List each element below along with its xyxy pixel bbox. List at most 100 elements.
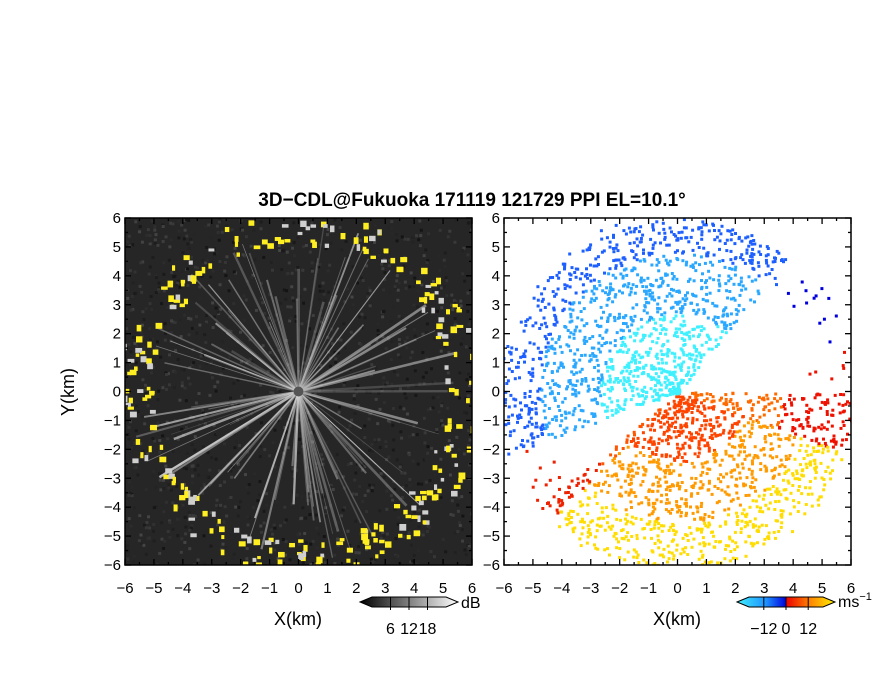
- snr-speckle: [410, 350, 414, 354]
- velocity-pixel: [677, 356, 681, 360]
- velocity-pixel: [753, 445, 757, 449]
- velocity-pixel: [672, 469, 676, 473]
- snr-echo-blob: [152, 349, 159, 355]
- velocity-pixel: [712, 278, 716, 282]
- velocity-pixel: [759, 425, 763, 429]
- velocity-pixel: [751, 462, 754, 466]
- velocity-pixel: [549, 332, 552, 336]
- snr-speckle: [231, 403, 235, 407]
- velocity-pixel: [541, 297, 545, 301]
- velocity-pixel: [551, 276, 555, 279]
- velocity-pixel: [595, 287, 599, 291]
- velocity-pixel: [680, 362, 684, 366]
- snr-speckle: [435, 309, 439, 313]
- snr-echo-blob: [168, 295, 174, 303]
- velocity-pixel: [781, 405, 785, 408]
- velocity-pixel: [619, 379, 623, 383]
- velocity-pixel: [675, 409, 679, 413]
- snr-speckle: [201, 411, 205, 415]
- velocity-pixel: [603, 342, 607, 345]
- snr-speckle: [308, 327, 312, 331]
- snr-speckle: [234, 440, 238, 444]
- snr-speckle: [422, 254, 426, 258]
- velocity-pixel: [652, 440, 656, 444]
- velocity-pixel: [642, 454, 646, 457]
- velocity-pixel: [661, 416, 664, 420]
- x-tick-label: −6: [495, 580, 512, 597]
- snr-speckle: [169, 488, 173, 492]
- velocity-pixel: [659, 420, 663, 424]
- velocity-pixel: [576, 316, 580, 320]
- velocity-pixel: [804, 503, 808, 506]
- velocity-pixel: [668, 373, 672, 377]
- velocity-pixel: [716, 416, 720, 419]
- velocity-pixel: [671, 524, 675, 528]
- velocity-pixel: [702, 516, 706, 520]
- snr-speckle: [370, 442, 374, 446]
- velocity-pixel: [716, 561, 720, 565]
- snr-echo-blob: [393, 504, 401, 509]
- snr-speckle: [451, 308, 455, 312]
- snr-speckle: [146, 228, 150, 232]
- velocity-pixel: [694, 391, 698, 395]
- snr-streak: [298, 256, 346, 392]
- velocity-pixel: [768, 454, 772, 458]
- velocity-pixel: [590, 297, 594, 301]
- velocity-pixel: [822, 478, 826, 481]
- velocity-pixel: [644, 395, 648, 399]
- velocity-pixel: [586, 478, 590, 482]
- velocity-pixel: [667, 529, 671, 532]
- snr-speckle: [278, 389, 282, 393]
- snr-speckle: [457, 396, 461, 400]
- velocity-pixel: [731, 445, 734, 449]
- snr-speckle: [369, 557, 373, 561]
- velocity-pixel: [720, 458, 724, 462]
- velocity-pixel: [647, 498, 651, 502]
- velocity-pixel: [675, 543, 679, 547]
- velocity-pixel: [826, 398, 830, 402]
- velocity-pixel: [711, 395, 715, 399]
- velocity-pixel: [686, 539, 690, 542]
- velocity-pixel: [798, 478, 802, 481]
- velocity-pixel: [557, 366, 561, 370]
- snr-speckle: [187, 333, 191, 337]
- velocity-pixel: [737, 237, 741, 241]
- velocity-pixel: [595, 323, 599, 327]
- velocity-pixel: [706, 254, 710, 258]
- snr-speckle: [268, 293, 272, 297]
- velocity-pixel: [696, 409, 700, 413]
- snr-speckle: [202, 562, 206, 565]
- velocity-pixel: [578, 418, 582, 422]
- velocity-pixel: [541, 507, 545, 510]
- velocity-pixel: [679, 236, 683, 240]
- velocity-pixel: [805, 466, 809, 470]
- velocity-pixel: [542, 316, 546, 320]
- velocity-pixel: [678, 395, 682, 399]
- velocity-pixel: [684, 489, 688, 493]
- snr-speckle: [301, 361, 305, 365]
- velocity-pixel: [557, 271, 561, 275]
- velocity-pixel: [696, 241, 699, 245]
- velocity-pixel: [629, 230, 633, 234]
- velocity-pixel: [508, 350, 512, 354]
- snr-echo-blob: [373, 523, 378, 530]
- snr-speckle: [141, 378, 145, 382]
- velocity-pixel: [634, 361, 637, 365]
- snr-speckle: [176, 534, 180, 538]
- snr-speckle: [353, 478, 357, 482]
- snr-speckle: [167, 383, 171, 387]
- velocity-pixel: [695, 528, 699, 532]
- velocity-pixel: [726, 314, 730, 318]
- snr-echo-blob: [383, 248, 389, 253]
- velocity-pixel: [633, 355, 636, 358]
- snr-speckle: [291, 246, 295, 250]
- velocity-pixel: [545, 423, 548, 427]
- snr-speckle: [127, 437, 131, 441]
- velocity-pixel: [643, 385, 647, 389]
- snr-speckle: [140, 240, 144, 244]
- velocity-pixel: [832, 440, 836, 444]
- velocity-pixel: [597, 390, 601, 394]
- snr-speckle: [296, 265, 300, 269]
- velocity-pixel: [611, 524, 615, 528]
- velocity-pixel: [784, 496, 788, 500]
